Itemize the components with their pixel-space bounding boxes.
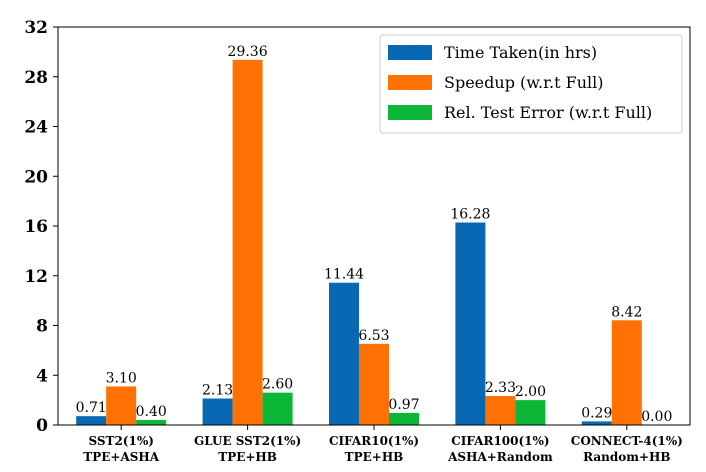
legend-box — [379, 34, 683, 134]
y-tick-label: 24 — [24, 118, 48, 138]
data-label-2-2: 29.36 — [228, 44, 268, 60]
legend-label-2: Speedup (w.r.t Full) — [444, 73, 604, 92]
bar-1-1 — [76, 416, 107, 425]
y-tick-label: 16 — [24, 217, 48, 237]
legend-label-3: Rel. Test Error (w.r.t Full) — [444, 103, 652, 122]
legend: Time Taken(in hrs) Speedup (w.r.t Full) Re… — [379, 34, 683, 134]
legend-swatch-2 — [388, 75, 432, 90]
bar-2-3 — [359, 343, 389, 425]
bar-3-3 — [389, 412, 419, 425]
bar-1-4 — [455, 222, 486, 425]
legend-swatch-3 — [388, 105, 432, 120]
y-tick-label: 4 — [36, 366, 48, 386]
bar-2-1 — [106, 386, 137, 425]
data-label-1-2: 2.13 — [202, 383, 233, 399]
x-tick-label-line2: TPE+ASHA — [83, 450, 159, 464]
data-label-2-4: 2.33 — [485, 380, 516, 396]
data-label-3-1: 0.40 — [136, 404, 167, 420]
x-tick-label-line1: CIFAR10(1%) — [329, 434, 419, 448]
data-label-3-3: 0.97 — [388, 397, 419, 413]
data-label-1-3: 11.44 — [324, 267, 364, 283]
x-axis: SST2(1%) TPE+ASHA GLUE SST2(1%) TPE+HB CIFAR… — [83, 425, 683, 464]
y-tick-label: 32 — [24, 18, 48, 38]
y-tick-label: 28 — [24, 68, 48, 88]
bar-1-3 — [329, 282, 359, 425]
bar-3-4 — [515, 400, 546, 425]
x-tick-label-line1: CIFAR100(1%) — [451, 434, 549, 448]
y-tick-label: 0 — [36, 416, 48, 436]
data-label-2-3: 6.53 — [358, 328, 389, 344]
data-label-2-5: 8.42 — [611, 304, 642, 320]
bar-2-5 — [611, 320, 642, 425]
y-tick-label: 8 — [36, 317, 48, 337]
data-label-1-1: 0.71 — [76, 400, 107, 416]
bar-1-2 — [202, 398, 233, 425]
data-label-3-2: 2.60 — [262, 377, 293, 393]
data-label-2-1: 3.10 — [106, 370, 137, 386]
bar-3-2 — [262, 392, 293, 425]
bar-2-2 — [232, 59, 263, 426]
bars-layer — [76, 59, 642, 426]
data-label-3-5: 0.00 — [641, 409, 672, 425]
x-tick-label-line2: ASHA+Random — [447, 450, 553, 464]
x-tick-label-line2: Random+HB — [583, 450, 670, 464]
bar-1-5 — [581, 421, 612, 425]
x-tick-label-line1: SST2(1%) — [88, 434, 153, 448]
x-tick-label-line2: TPE+HB — [218, 450, 277, 464]
x-tick-label-line2: TPE+HB — [345, 450, 404, 464]
data-label-1-5: 0.29 — [581, 405, 612, 421]
legend-swatch-1 — [388, 45, 432, 60]
data-labels-layer: 0.71 3.10 0.40 2.13 29.36 2.60 11.44 6.53 0.97 16… — [76, 44, 673, 425]
bar-3-1 — [136, 420, 167, 425]
x-tick-label-line1: CONNECT-4(1%) — [571, 434, 683, 448]
legend-label-1: Time Taken(in hrs) — [444, 43, 597, 62]
y-axis: 0 4 8 12 16 20 24 28 32 — [24, 18, 58, 436]
data-label-3-4: 2.00 — [515, 384, 546, 400]
data-label-1-4: 16.28 — [450, 207, 490, 223]
x-tick-label-line1: GLUE SST2(1%) — [194, 434, 301, 448]
y-tick-label: 12 — [24, 267, 48, 287]
y-tick-label: 20 — [24, 167, 48, 187]
bar-2-4 — [485, 396, 516, 425]
